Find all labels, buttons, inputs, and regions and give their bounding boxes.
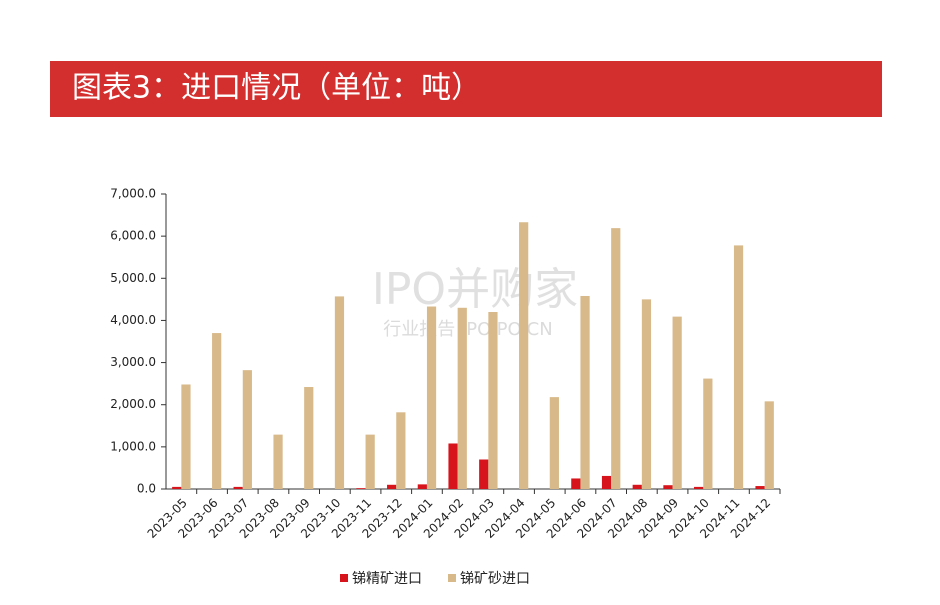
bar	[457, 307, 467, 489]
bar	[426, 306, 437, 489]
bar	[396, 412, 406, 489]
bar	[601, 475, 612, 489]
bar	[641, 299, 652, 489]
bar	[233, 486, 243, 489]
y-tick-label: 5,000.0	[110, 271, 156, 285]
bar	[663, 485, 673, 489]
bar	[672, 316, 682, 489]
y-tick-label: 0.0	[137, 482, 156, 496]
watermark-sub: 行业报告 IPOIPO.CN	[383, 319, 552, 340]
bar	[365, 434, 375, 489]
legend-label: 锑矿砂进口	[460, 571, 530, 587]
bar	[694, 486, 704, 489]
bar	[172, 486, 182, 489]
bar	[549, 397, 559, 489]
title: 图表3：进口情况（单位：吨）	[72, 71, 481, 106]
y-tick-label: 4,000.0	[110, 313, 156, 327]
legend-label: 锑精矿进口	[352, 571, 422, 587]
y-tick-label: 7,000.0	[110, 187, 156, 201]
bar	[580, 295, 590, 489]
bar	[387, 484, 397, 489]
bar	[356, 488, 366, 489]
y-tick-label: 3,000.0	[110, 355, 156, 369]
bar	[273, 434, 283, 489]
bar	[733, 245, 744, 489]
bar	[764, 401, 774, 489]
bar	[519, 222, 529, 489]
bar	[755, 486, 765, 489]
bar	[212, 333, 222, 489]
legend-swatch	[448, 574, 456, 582]
bar	[448, 443, 458, 489]
y-tick-label: 2,000.0	[110, 397, 156, 411]
title-banner	[50, 61, 882, 117]
bar	[417, 484, 427, 489]
bar	[611, 228, 621, 489]
bar	[632, 484, 642, 489]
bar	[571, 478, 581, 489]
bar	[334, 296, 345, 489]
legend-swatch	[340, 574, 348, 582]
y-tick-label: 1,000.0	[110, 439, 156, 453]
bar	[181, 384, 191, 489]
bar	[304, 387, 314, 489]
bar	[703, 378, 713, 489]
y-tick-label: 6,000.0	[110, 229, 156, 243]
bar	[242, 370, 252, 489]
bar	[479, 459, 489, 489]
bar	[488, 312, 498, 489]
watermark: IPO并购家	[372, 264, 578, 315]
